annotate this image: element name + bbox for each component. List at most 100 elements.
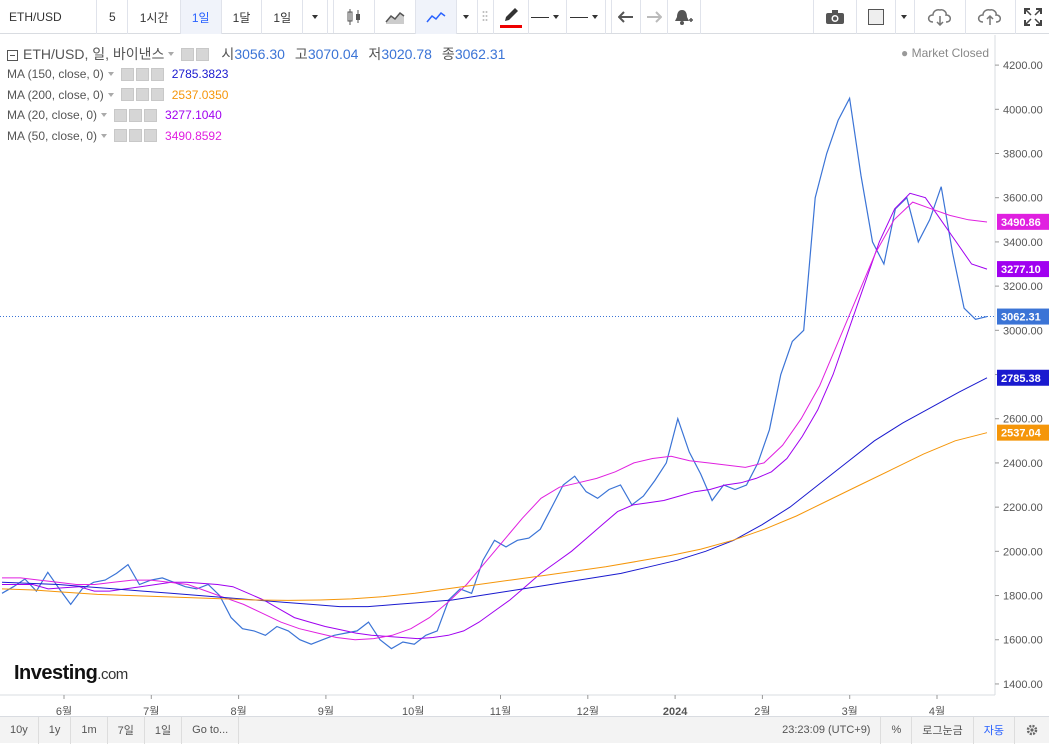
cloud-download-button[interactable] [915,0,966,34]
low-value: 3020.78 [381,46,432,62]
close-icon[interactable] [150,88,164,102]
line-style-select[interactable] [529,0,568,34]
gear-icon[interactable] [129,108,143,122]
line-chart-button[interactable] [415,0,457,34]
close-icon[interactable] [150,67,164,81]
ma-legend-row: MA (200, close, 0) 2537.0350 [7,85,505,106]
gear-icon[interactable] [135,88,149,102]
clock: 23:23:09 (UTC+9) [772,716,882,744]
market-status: ● Market Closed [901,46,989,60]
series-legend-row: ETH/USD, 일, 바이낸스 시 3056.30 고 3070.04 저 3020… [7,44,505,64]
price-tag-label: 3062.31 [1001,312,1041,324]
ma200-line[interactable] [1,432,988,601]
time-tick-label: 3월 [842,705,858,715]
time-tick-label: 12월 [577,705,599,715]
chart-area[interactable]: 4200.00 4000.00 3800.00 3600.00 3400.00 3200.… [0,35,1049,715]
chevron-down-icon[interactable] [101,113,108,118]
price-tick-label: 2200.00 [1003,502,1043,514]
chevron-down-icon[interactable] [107,72,114,77]
price-chart[interactable]: 4200.00 4000.00 3800.00 3600.00 3400.00 3200.… [0,35,1049,715]
bottom-toolbar: 10y 1y 1m 7일 1일 Go to... 23:23:09 (UTC+9… [0,716,1049,744]
interval-1h[interactable]: 1시간 [128,0,181,34]
ma-label: MA (20, close, 0) [7,108,98,123]
interval-custom[interactable]: 1일 [262,0,304,34]
eye-icon[interactable] [114,129,128,143]
price-tick-label: 2400.00 [1003,458,1043,470]
close-icon[interactable] [144,129,158,143]
background-dropdown[interactable] [896,0,916,34]
pencil-button[interactable] [494,0,529,34]
high-value: 3070.04 [307,46,359,62]
interval-dropdown[interactable] [303,0,329,34]
screenshot-button[interactable] [814,0,857,34]
eye-icon[interactable] [114,108,128,122]
gear-icon[interactable] [135,67,149,81]
range-1m[interactable]: 1m [71,716,108,744]
price-tick-label: 3000.00 [1003,325,1043,337]
drag-handle[interactable] [478,0,494,34]
ma-value: 3490.8592 [165,128,222,143]
ma-legend-row: MA (50, close, 0) 3490.8592 [7,126,505,147]
undo-icon [618,11,634,23]
cloud-download-icon [927,9,951,26]
fullscreen-button[interactable] [1016,0,1049,34]
ma-label: MA (50, close, 0) [7,128,98,143]
cloud-upload-icon [978,9,1002,25]
close-icon[interactable] [144,108,158,122]
range-1y[interactable]: 1y [39,716,72,744]
auto-scale-toggle[interactable]: 자동 [974,716,1015,744]
range-10y[interactable]: 10y [0,716,39,744]
fullscreen-icon [1023,8,1042,26]
drag-handle-icon [482,11,488,21]
cloud-upload-button[interactable] [966,0,1017,34]
price-line[interactable] [1,96,988,650]
time-tick-label: 10월 [402,705,424,715]
gear-icon[interactable] [196,47,210,61]
candles-button[interactable] [334,0,376,34]
market-status-text: Market Closed [911,46,989,60]
ma50-line[interactable] [2,201,988,641]
interval-1m[interactable]: 1달 [222,0,263,34]
eye-icon[interactable] [181,47,195,61]
chart-type-dropdown[interactable] [457,0,479,34]
price-tag-label: 3490.86 [1001,217,1041,229]
gear-icon[interactable] [129,129,143,143]
percent-toggle[interactable]: % [881,716,913,744]
log-scale-toggle[interactable]: 로그눈금 [912,716,974,744]
logo-brand: Investing [14,662,98,684]
low-label: 저 [368,46,382,62]
range-1d[interactable]: 1일 [145,716,183,744]
chevron-down-icon [901,15,908,19]
add-alert-button[interactable] [668,0,702,34]
chevron-down-icon[interactable] [101,133,108,138]
interval-1d[interactable]: 1일 [180,0,222,34]
ma150-line[interactable] [1,377,988,608]
chevron-down-icon[interactable] [107,92,114,97]
ma-value: 2537.0350 [171,87,229,102]
chevron-down-icon[interactable] [168,52,175,56]
range-7d[interactable]: 7일 [108,716,145,744]
price-tag-bg [997,369,1049,386]
investing-logo: Investing.com [14,662,128,685]
background-color-button[interactable] [857,0,896,34]
toolbar-spacer [701,0,815,33]
open-label: 시 [221,46,235,62]
redo-button[interactable] [641,0,669,34]
line-width-select[interactable] [567,0,607,34]
symbol-search[interactable]: ETH/USD [0,0,98,34]
redo-icon [647,11,663,23]
ma20-line[interactable] [2,192,988,640]
eye-icon[interactable] [120,88,134,102]
chevron-down-icon [552,15,559,19]
status-dot-icon: ● [901,46,909,60]
price-tick-label: 1400.00 [1003,679,1043,691]
interval-5[interactable]: 5 [97,0,129,34]
eye-icon[interactable] [120,67,134,81]
ma-list: MA (150, close, 0) 2785.3823 MA (200, clos… [7,64,505,146]
collapse-legend-icon[interactable] [7,49,18,61]
goto-button[interactable]: Go to... [182,716,240,744]
chart-legend: ETH/USD, 일, 바이낸스 시 3056.30 고 3070.04 저 3020… [7,44,505,146]
undo-button[interactable] [612,0,642,34]
settings-button[interactable] [1015,717,1049,744]
area-chart-button[interactable] [375,0,416,34]
